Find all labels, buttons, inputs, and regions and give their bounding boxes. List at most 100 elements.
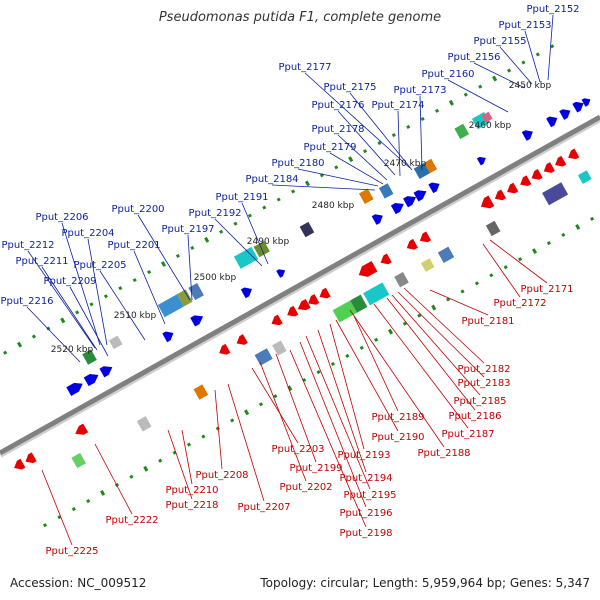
leader-line [297,168,379,187]
gene-arrow [520,175,532,187]
reverse-gene-label: Pput_2187 [441,429,494,440]
leader-line [524,30,541,83]
tick-mark [215,426,220,431]
forward-gene-label: Pput_2205 [73,260,126,271]
gene-arrow [390,203,404,215]
reverse-gene-label: Pput_2210 [165,485,218,496]
tick-mark [431,304,437,311]
forward-gene-label: Pput_2178 [311,124,364,135]
gene-arrow [287,305,299,317]
reverse-gene-label: Pput_2198 [339,528,392,539]
reverse-gene-label: Pput_2185 [453,396,506,407]
tick-mark [448,99,454,106]
leader-line [227,383,265,502]
reverse-gene-label: Pput_2186 [448,411,501,422]
gene-block [108,335,123,350]
gene-block [424,158,438,174]
leader-line [337,110,396,176]
leader-line [489,239,548,284]
gene-arrow [297,298,311,311]
forward-gene-label: Pput_2155 [473,36,526,47]
tick-mark [391,132,396,138]
leader-line [133,250,166,325]
gene-arrow [14,458,26,470]
reverse-gene-label: Pput_2196 [339,508,392,519]
leader-line [397,291,485,378]
tick-mark [219,229,224,234]
forward-gene-label: Pput_2177 [278,62,331,73]
tick-mark [460,289,465,294]
leader-line [41,469,73,546]
reverse-gene-label: Pput_2195 [343,490,396,501]
gene-block [577,170,592,184]
gene-arrow [507,182,519,194]
leader-line [99,270,146,341]
kbp-labels: 2450 kbp 2460 kbp 2470 kbp 2480 kbp 2490 kbp… [51,81,552,355]
reverse-gene-label: Pput_2189 [371,412,424,423]
leader-line [167,429,193,500]
tick-mark [230,418,235,423]
gene-block [542,182,569,206]
tick-mark [103,294,108,299]
reverse-gene-label: Pput_2182 [457,364,510,375]
reverse-gene-label: Pput_2225 [45,546,98,557]
forward-gene-label: Pput_2191 [215,192,268,203]
tick-mark [276,197,281,202]
forward-gene-label: Pput_2201 [107,240,160,251]
kbp-label: 2500 kbp [194,273,237,283]
gene-arrow [555,155,567,167]
tick-mark [147,270,152,275]
leader-line [259,361,307,482]
label-leader-lines [26,14,554,546]
gene-arrow [99,366,113,378]
leader-line [137,214,191,301]
reverse-gene-label: Pput_2181 [461,316,514,327]
tick-mark [478,84,483,89]
tick-mark [506,68,512,73]
tick-mark [31,334,36,339]
tick-mark [388,328,394,335]
leader-line [335,319,399,432]
leader-line [349,92,413,171]
leader-line [26,306,81,363]
gene-arrow [581,98,591,107]
gene-arrow [403,196,417,208]
topology-text: Topology: circular; Length: 5,959,964 bp… [260,576,590,590]
gene-arrow [319,287,331,299]
reverse-gene-label: Pput_2203 [271,444,324,455]
tick-mark [258,402,264,407]
leader-line [373,303,469,429]
leader-line [337,134,388,181]
tick-mark [201,434,206,439]
leader-line [403,287,485,364]
gene-arrow [276,269,286,278]
tick-mark [535,52,540,57]
gene-arrow [521,130,533,141]
reverse-gene-label: Pput_2208 [195,470,248,481]
forward-gene-label: Pput_2206 [35,212,88,223]
gene-arrow [190,315,204,327]
gene-block [254,348,273,366]
tick-mark [190,245,195,250]
gene-block [394,272,409,288]
tick-mark [492,75,498,82]
tick-mark [273,394,278,399]
gene-arrow [271,314,283,326]
leader-line [87,238,108,346]
gene-arrow [358,260,378,277]
tick-mark [503,265,508,270]
reverse-gene-label: Pput_2172 [493,298,546,309]
gene-arrow [25,452,37,464]
gene-arrow [480,195,495,209]
tick-mark [463,92,468,97]
leader-line [299,341,367,508]
tick-mark [590,216,595,221]
tick-mark [204,236,210,243]
tick-mark [334,165,339,170]
tick-mark [434,108,440,113]
reverse-gene-label: Pput_2188 [417,448,470,459]
tick-mark [132,278,137,283]
forward-gene-label: Pput_2197 [161,224,214,235]
gene-block [358,188,374,204]
gene-block [363,282,390,306]
